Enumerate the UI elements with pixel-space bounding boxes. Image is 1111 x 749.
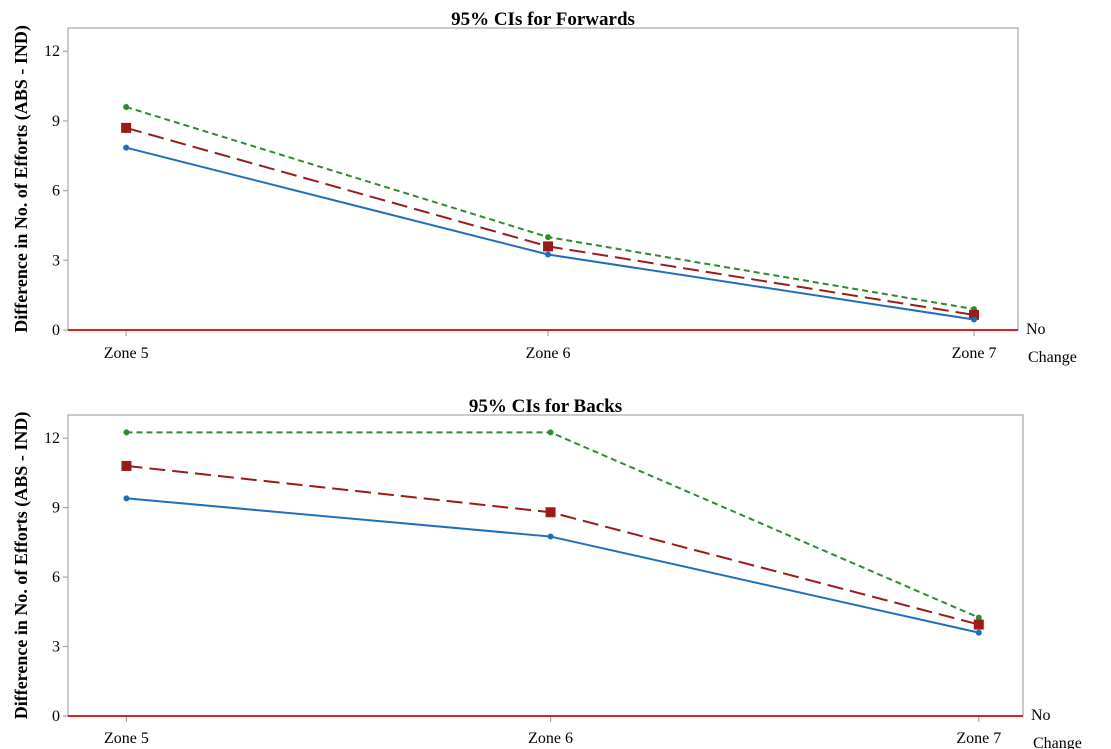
- data-point-mean: [545, 507, 556, 518]
- data-point-upper: [975, 614, 982, 621]
- data-point-lower: [545, 251, 552, 258]
- x-tick-label: Zone 5: [104, 730, 149, 747]
- data-point-upper: [123, 103, 130, 110]
- plot-frame: [67, 414, 1024, 717]
- chart-title: 95% CIs for Forwards: [451, 9, 635, 30]
- y-tick-label: 9: [52, 500, 60, 517]
- data-point-lower: [971, 316, 978, 323]
- no-change-label: No: [1026, 321, 1046, 338]
- series-line-mean: [126, 464, 980, 626]
- y-tick-label: 0: [52, 322, 60, 339]
- y-tick-label: 3: [52, 252, 60, 269]
- data-point-mean: [969, 309, 980, 320]
- x-tick-label: Zone 6: [528, 730, 573, 747]
- data-point-lower: [123, 495, 130, 502]
- y-tick-label: 6: [52, 183, 60, 200]
- y-tick-label: 12: [44, 43, 60, 60]
- data-point-lower: [547, 533, 554, 540]
- y-axis-label: Difference in No. of Efforts (ABS - IND): [11, 412, 32, 720]
- series-line-upper: [126, 431, 980, 619]
- y-tick-label: 9: [52, 113, 60, 130]
- chart-panel-forwards: 95% CIs for Forwards Difference in No. of…: [11, 9, 1077, 366]
- data-point-lower: [975, 629, 982, 636]
- data-point-mean: [121, 122, 132, 133]
- data-point-lower: [123, 144, 130, 151]
- data-point-mean: [973, 619, 984, 630]
- no-change-label: Change: [1033, 735, 1082, 749]
- x-tick-label: Zone 5: [104, 345, 149, 362]
- data-point-mean: [543, 241, 554, 252]
- chart-title: 95% CIs for Backs: [469, 396, 622, 417]
- x-tick-label: Zone 7: [956, 730, 1001, 747]
- no-change-label: Change: [1028, 349, 1077, 366]
- x-tick-label: Zone 7: [952, 345, 997, 362]
- plot-frame: [67, 27, 1019, 331]
- data-point-upper: [123, 429, 130, 436]
- no-change-label: No: [1031, 707, 1051, 724]
- x-tick-label: Zone 6: [526, 345, 571, 362]
- data-point-upper: [547, 429, 554, 436]
- series-line-upper: [125, 106, 975, 311]
- series-line-lower: [126, 497, 980, 634]
- data-point-upper: [545, 234, 552, 241]
- y-axis-label: Difference in No. of Efforts (ABS - IND): [11, 25, 32, 333]
- y-tick-label: 3: [52, 639, 60, 656]
- y-tick-label: 0: [52, 708, 60, 725]
- y-tick-label: 12: [44, 430, 60, 447]
- chart-panel-backs: 95% CIs for Backs Difference in No. of Ef…: [11, 396, 1082, 749]
- y-tick-label: 6: [52, 569, 60, 586]
- data-point-mean: [121, 460, 132, 471]
